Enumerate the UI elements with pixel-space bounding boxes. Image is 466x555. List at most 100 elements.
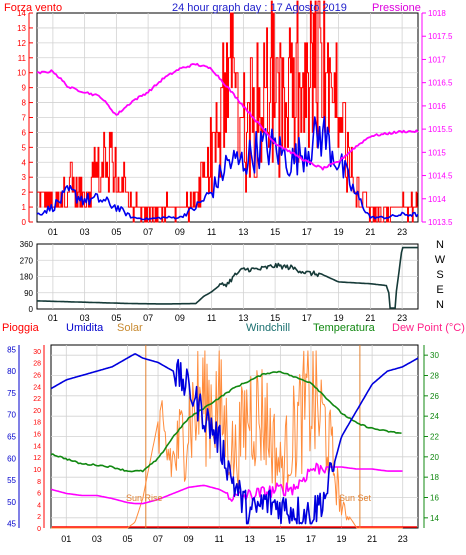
sunset-label: Sun Set [339,493,372,503]
bottom-x-tick-label: 11 [215,534,224,544]
mid-x-tick-label: 21 [365,313,375,323]
cardinal-label: W [435,254,446,266]
temperature-series [50,370,402,473]
humidity-label: Umidita [66,322,104,334]
labels-layer: Forza vento 24 hour graph day : 17 Agost… [2,2,465,503]
mid-x-tick-label: 01 [48,313,58,323]
humidity-tick-label: 55 [7,476,16,485]
bottom-x-tick-label: 07 [153,534,163,544]
wind-axis-tick-label: 12 [17,39,26,48]
top-x-tick-label: 19 [334,227,344,237]
mid-x-tick-label: 09 [175,313,185,323]
pressure-axis-title: Pressione [372,2,421,14]
top-x-tick-label: 21 [365,227,375,237]
top-x-tick-label: 01 [48,227,58,237]
rain-tick-label: 18 [33,420,41,427]
bottom-x-tick-label: 17 [306,534,316,544]
pressure-axis-tick-label: 1013.5 [428,218,453,227]
top-x-tick-label: 09 [175,227,185,237]
top-x-tick-label: 07 [143,227,153,237]
pressure-axis-tick-label: 1014.5 [428,172,453,181]
temperature-tick-label: 18 [430,473,439,482]
solar-series [51,350,403,529]
humidity-tick-label: 85 [7,345,16,354]
bottom-x-tick-label: 05 [122,534,132,544]
top-x-tick-label: 13 [238,227,248,237]
wind-axis-tick-label: 1 [22,203,27,212]
mid-x-tick-label: 03 [80,313,90,323]
mid-x-tick-label: 19 [334,313,344,323]
dewpoint-series [50,462,403,505]
pressure-axis-tick-label: 1017.5 [428,32,453,41]
wind-direction-series [37,246,418,309]
humidity-tick-label: 60 [7,454,16,463]
pressure-axis-tick-label: 1015 [428,148,446,157]
bottom-x-tick-label: 09 [184,534,194,544]
cardinal-label: E [436,284,443,296]
wind-axis-tick-label: 5 [22,143,27,152]
rain-tick-label: 2 [37,514,41,521]
rain-tick-label: 6 [37,491,41,498]
wind-axis-tick-label: 9 [22,84,27,93]
direction-tick-label: 0 [29,305,34,314]
top-x-tick-label: 03 [80,227,90,237]
wind-axis-tick-label: 2 [22,188,27,197]
humidity-tick-label: 45 [7,520,16,529]
top-x-tick-label: 23 [397,227,407,237]
rain-tick-label: 30 [33,349,41,356]
pressure-axis-tick-label: 1016.5 [428,79,453,88]
pressure-axis-tick-label: 1018 [428,9,446,18]
wind-axis-tick-label: 13 [17,24,26,33]
sunrise-label: Sun Rise [126,493,163,503]
bottom-x-tick-label: 15 [275,534,285,544]
rain-tick-label: 0 [37,526,41,533]
temperature-tick-label: 22 [430,433,439,442]
wind-axis-tick-label: 8 [22,99,27,108]
pressure-axis-tick-label: 1014 [428,195,446,204]
temperature-tick-label: 28 [430,372,439,381]
wind-axis-tick-label: 14 [17,9,26,18]
wind-axis-tick-label: 6 [22,128,27,137]
direction-tick-label: 180 [20,273,34,282]
rain-tick-label: 10 [33,467,41,474]
pressure-axis-tick-label: 1016 [428,102,446,111]
mid-x-tick-label: 11 [207,313,216,323]
temperature-tick-label: 24 [430,412,439,421]
mid-x-tick-label: 17 [302,313,312,323]
humidity-tick-label: 50 [7,498,16,507]
bottom-x-tick-label: 19 [337,534,347,544]
chart-title: 24 hour graph day : 17 Agosto 2019 [172,2,347,14]
bottom-x-tick-label: 03 [92,534,102,544]
humidity-tick-label: 80 [7,367,16,376]
wind-axis-tick-label: 10 [17,69,26,78]
rain-label: Pioggia [2,322,40,334]
wind-gust-series [37,0,418,223]
bottom-x-tick-label: 01 [61,534,71,544]
bottom-x-tick-label: 23 [398,534,408,544]
wind-axis-tick-label: 0 [22,218,27,227]
wind-average-series [36,116,419,221]
humidity-tick-label: 70 [7,411,16,420]
rain-tick-label: 22 [33,396,41,403]
top-x-tick-label: 17 [302,227,312,237]
cardinal-label: N [436,299,444,311]
top-x-tick-label: 15 [270,227,280,237]
cardinal-label: N [436,239,444,251]
windchill-label: Windchill [246,322,290,334]
humidity-series [50,353,419,525]
rain-tick-label: 4 [37,502,41,509]
temperature-label: Temperatura [313,322,376,334]
humidity-tick-label: 75 [7,389,16,398]
rain-tick-label: 20 [33,408,41,415]
wind-axis-tick-label: 4 [22,158,27,167]
top-x-tick-label: 11 [207,227,216,237]
rain-tick-label: 26 [33,373,41,380]
solar-label: Solar [117,322,143,334]
humidity-tick-label: 65 [7,433,16,442]
temperature-tick-label: 20 [430,453,439,462]
mid-x-tick-label: 15 [270,313,280,323]
pressure-axis-tick-label: 1015.5 [428,125,453,134]
cardinal-label: S [436,269,443,281]
